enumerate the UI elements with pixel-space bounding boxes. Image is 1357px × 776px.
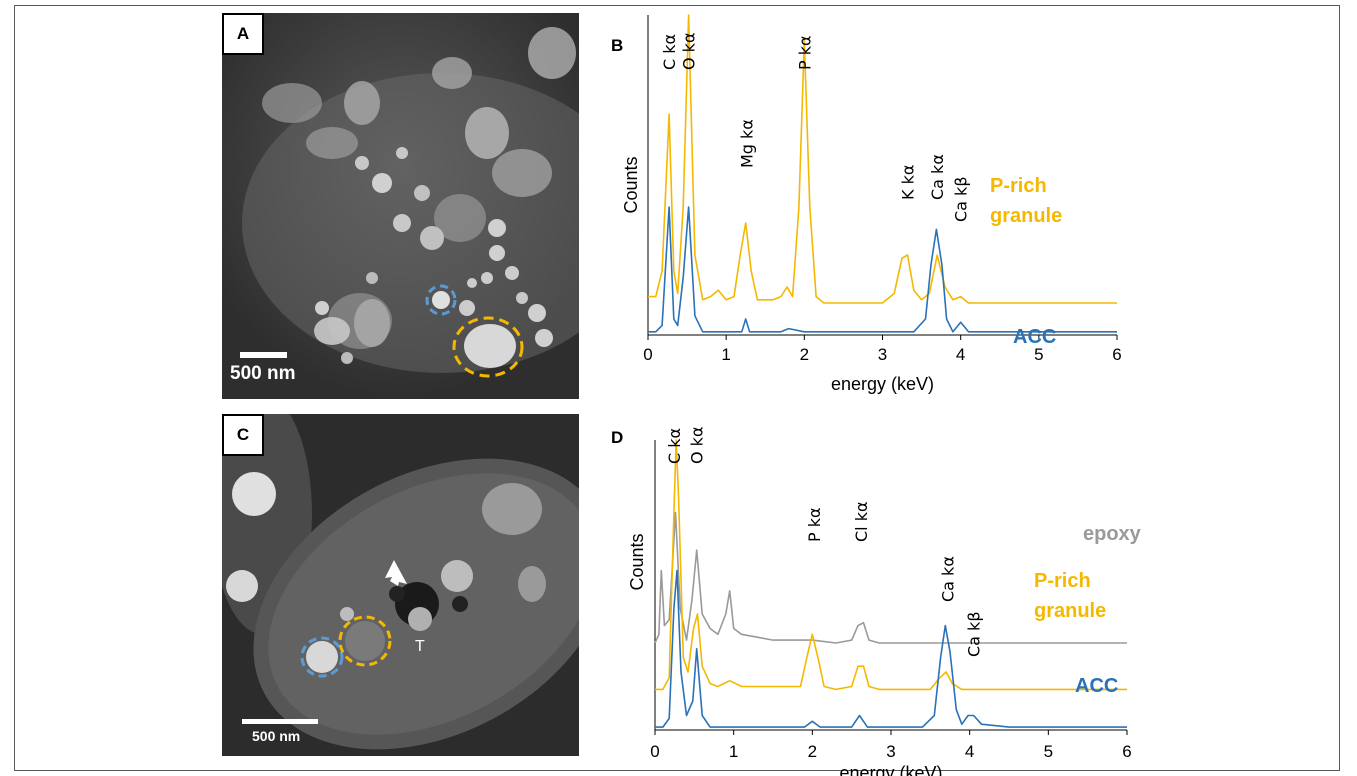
- x-tick-label: 0: [650, 742, 659, 761]
- micrograph-c: C 500 nm T: [222, 414, 579, 756]
- x-axis-label: energy (keV): [831, 374, 934, 394]
- chart-d: D 0 1 2 3 4 5 6 energy (keV) Counts epoxy P-rich g…: [611, 427, 1142, 776]
- scale-bar-label-c: 500 nm: [252, 728, 301, 744]
- panel-b-label: B: [611, 36, 623, 55]
- micrograph-a-image: [222, 13, 579, 399]
- peak-label: Ca kβ: [952, 176, 971, 222]
- axes-b: 0 1 2 3 4 5 6 energy (keV) Counts: [621, 15, 1122, 394]
- x-tick-label: 5: [1044, 742, 1053, 761]
- peak-label: C kα: [660, 34, 679, 70]
- marker-t: T: [415, 638, 425, 655]
- series-name: P-rich granule: [990, 175, 1062, 227]
- peak-label: O kα: [680, 33, 699, 71]
- series-line-p-rich-granule: [648, 14, 1117, 304]
- annotations-d: epoxy P-rich granule ACC C kα O kα P kα Cl kα Ca…: [665, 427, 1142, 698]
- x-tick-label: 4: [965, 742, 974, 761]
- series-line-p-rich-granule: [655, 439, 1127, 691]
- peak-label: Mg kα: [737, 119, 756, 168]
- series-name: ACC: [1013, 326, 1056, 348]
- annotations-b: P-rich granule ACC C kα O kα Mg kα P kα K kα Ca …: [660, 33, 1062, 349]
- x-tick-label: 1: [729, 742, 738, 761]
- series-d: [654, 439, 1127, 728]
- peak-label: C kα: [665, 428, 684, 464]
- peak-label: O kα: [688, 427, 707, 465]
- series-name: epoxy: [1083, 523, 1142, 545]
- peak-label: Cl kα: [852, 501, 871, 542]
- panel-a-label: A: [222, 13, 264, 55]
- x-tick-label: 5: [1034, 345, 1043, 364]
- scale-bar-label-a: 500 nm: [230, 363, 296, 384]
- micrograph-a: A 500 nm: [222, 13, 579, 399]
- series-name: P-rich granule: [1034, 570, 1106, 622]
- x-tick-label: 0: [643, 345, 652, 364]
- x-tick-label: 6: [1112, 345, 1121, 364]
- x-tick-label: 4: [956, 345, 965, 364]
- chart-b: B 0 1 2 3 4 5 6 energy (keV) Counts P-rich granul…: [611, 14, 1122, 394]
- series-name: ACC: [1075, 675, 1118, 697]
- x-tick-label: 2: [808, 742, 817, 761]
- micrograph-c-image: [222, 414, 579, 756]
- x-tick-label: 1: [721, 345, 730, 364]
- x-tick-label: 2: [800, 345, 809, 364]
- peak-label: P kα: [805, 507, 824, 542]
- peak-label: Ca kα: [928, 154, 947, 200]
- series-b: [648, 14, 1117, 333]
- peak-label: Ca kα: [939, 556, 958, 602]
- series-line-acc: [648, 206, 1117, 333]
- x-axis-label: energy (keV): [839, 763, 942, 776]
- peak-label: Ca kβ: [965, 611, 984, 657]
- x-tick-label: 3: [878, 345, 887, 364]
- peak-label: K kα: [899, 165, 918, 200]
- x-tick-label: 6: [1122, 742, 1131, 761]
- figure-frame: [14, 5, 1340, 771]
- panel-d-label: D: [611, 428, 623, 447]
- panel-c-label: C: [222, 414, 264, 456]
- y-axis-label: Counts: [621, 156, 641, 213]
- x-tick-label: 3: [886, 742, 895, 761]
- y-axis-label: Counts: [627, 533, 647, 590]
- series-line-epoxy: [654, 511, 1127, 644]
- series-line-acc: [655, 569, 1127, 728]
- peak-label: P kα: [795, 35, 814, 70]
- axes-d: 0 1 2 3 4 5 6 energy (keV) Counts: [627, 440, 1132, 776]
